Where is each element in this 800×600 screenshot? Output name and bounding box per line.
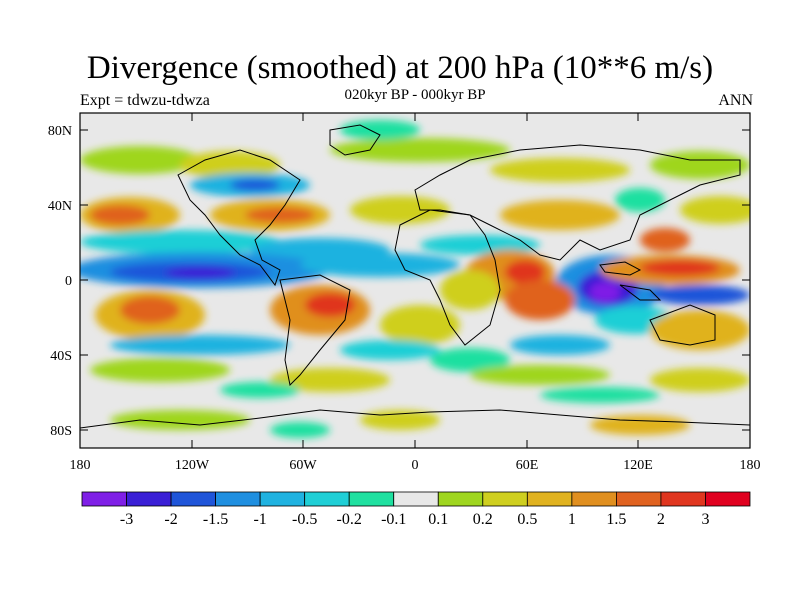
period-subtitle: 020kyr BP - 000kyr BP bbox=[344, 87, 486, 103]
colorbar-swatch bbox=[571, 491, 617, 507]
chart-title: Divergence (smoothed) at 200 hPa (10**6 … bbox=[86, 50, 714, 86]
colorbar-swatch bbox=[215, 491, 261, 507]
colorbar-label: -3 bbox=[120, 511, 133, 528]
axis-ticks bbox=[80, 113, 750, 448]
lat-label-80s: 80S bbox=[50, 424, 72, 439]
lon-label-120w: 120W bbox=[175, 458, 210, 473]
colorbar-swatch bbox=[393, 491, 439, 507]
colorbar-swatch bbox=[616, 491, 662, 507]
colorbar-label: -1.5 bbox=[203, 511, 228, 528]
colorbar-swatch bbox=[705, 491, 751, 507]
experiment-label: Expt = tdwzu-tdwza bbox=[80, 92, 210, 109]
lat-label-80n: 80N bbox=[48, 124, 72, 139]
colorbar-label: 2 bbox=[657, 511, 665, 528]
lat-label-40s: 40S bbox=[50, 349, 72, 364]
colorbar-swatch bbox=[526, 491, 573, 507]
colorbar-label: 1 bbox=[568, 511, 576, 528]
colorbar-swatch bbox=[437, 491, 484, 507]
colorbar-swatch bbox=[81, 491, 127, 507]
colorbar-label: 3 bbox=[701, 511, 709, 528]
colorbar-label: -1 bbox=[253, 511, 266, 528]
colorbar-label: -0.1 bbox=[381, 511, 406, 528]
colorbar-swatch bbox=[259, 491, 306, 507]
colorbar-label: 0.2 bbox=[473, 511, 493, 528]
colorbar-label: 0.1 bbox=[428, 511, 448, 528]
colorbar-label: -2 bbox=[164, 511, 177, 528]
lat-label-0: 0 bbox=[65, 274, 72, 289]
lat-label-40n: 40N bbox=[48, 199, 72, 214]
colorbar-swatch bbox=[660, 491, 706, 507]
colorbar-label: -0.5 bbox=[292, 511, 317, 528]
lon-label-0: 0 bbox=[412, 458, 419, 473]
lon-label-180e: 180 bbox=[740, 458, 761, 473]
colorbar-swatch bbox=[126, 491, 172, 507]
colorbar-swatch bbox=[170, 491, 216, 507]
colorbar-swatch bbox=[304, 491, 350, 507]
lon-label-60w: 60W bbox=[289, 458, 317, 473]
lon-label-60e: 60E bbox=[516, 458, 539, 473]
colorbar-label: 0.5 bbox=[517, 511, 537, 528]
colorbar-label: -0.2 bbox=[337, 511, 362, 528]
colorbar-swatch bbox=[348, 491, 395, 507]
colorbar-swatch bbox=[482, 491, 528, 507]
colorbar-label: 1.5 bbox=[606, 511, 626, 528]
lon-label-180w: 180 bbox=[70, 458, 91, 473]
lon-label-120e: 120E bbox=[623, 458, 653, 473]
coastlines bbox=[80, 124, 750, 429]
season-label: ANN bbox=[718, 92, 753, 109]
